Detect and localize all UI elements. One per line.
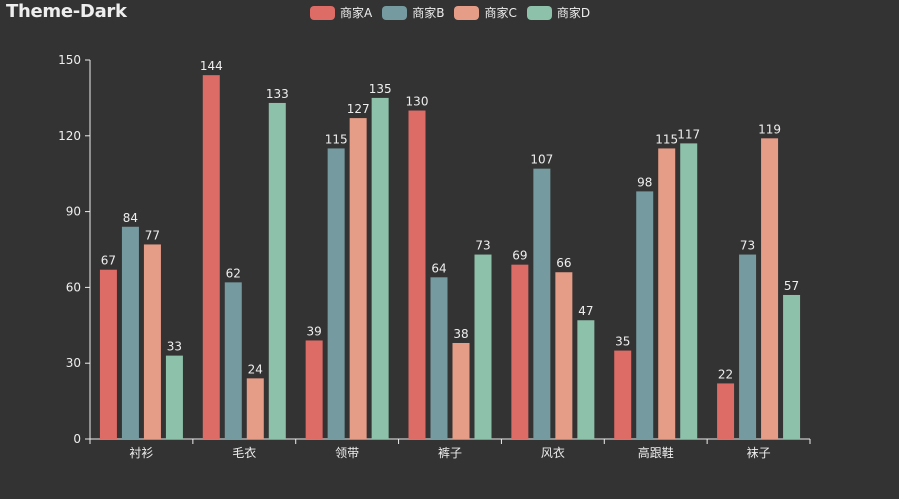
data-label: 67: [101, 254, 116, 268]
x-tick-label: 裤子: [438, 446, 462, 460]
legend-swatch: [526, 5, 552, 20]
bar-商家D-风衣: [577, 320, 595, 439]
y-tick-label: 120: [58, 129, 81, 143]
data-label: 35: [615, 335, 630, 349]
legend-swatch: [454, 5, 480, 20]
bar-商家D-高跟鞋: [680, 143, 698, 439]
y-tick-label: 60: [66, 280, 81, 294]
x-tick-label: 领带: [335, 446, 359, 460]
data-label: 133: [266, 87, 289, 101]
legend-item-3[interactable]: 商家D: [526, 4, 591, 21]
x-tick-label: 高跟鞋: [638, 445, 674, 460]
data-label: 62: [226, 266, 241, 280]
bar-商家D-衬衫: [165, 355, 183, 439]
y-tick-label: 150: [58, 53, 81, 67]
data-label: 117: [677, 127, 700, 141]
data-label: 144: [200, 59, 223, 73]
x-tick-label: 衬衫: [129, 446, 153, 460]
bar-商家A-袜子: [717, 383, 735, 439]
data-label: 119: [758, 122, 781, 136]
legend: 商家A 商家B 商家C 商家D: [310, 4, 590, 21]
legend-item-1[interactable]: 商家B: [382, 4, 444, 21]
bar-商家C-风衣: [555, 272, 573, 439]
chart-title: Theme-Dark: [6, 1, 127, 22]
data-label: 107: [530, 153, 553, 167]
bar-商家B-袜子: [739, 254, 757, 439]
bar-商家A-风衣: [511, 264, 529, 439]
bar-商家D-领带: [371, 97, 389, 440]
data-label: 66: [556, 256, 571, 270]
bar-商家B-裤子: [430, 277, 448, 439]
bar-商家B-衬衫: [121, 226, 139, 439]
data-label: 127: [347, 102, 370, 116]
y-tick-label: 30: [66, 356, 81, 370]
data-label: 130: [406, 95, 429, 109]
bar-商家C-袜子: [761, 138, 779, 439]
data-label: 69: [512, 249, 527, 263]
bar-商家A-裤子: [408, 110, 426, 440]
data-label: 57: [784, 279, 799, 293]
x-tick-label: 风衣: [541, 445, 565, 460]
data-label: 22: [718, 367, 733, 381]
legend-swatch: [382, 5, 408, 20]
legend-label: 商家C: [484, 6, 517, 20]
data-label: 73: [740, 239, 755, 253]
data-label: 39: [307, 324, 322, 338]
data-label: 115: [325, 132, 348, 146]
x-tick-label: 袜子: [747, 446, 771, 460]
bar-商家A-高跟鞋: [614, 350, 632, 439]
data-label: 24: [248, 362, 263, 376]
x-tick-label: 毛衣: [232, 445, 256, 460]
data-label: 73: [475, 239, 490, 253]
legend-item-2[interactable]: 商家C: [454, 4, 517, 21]
y-tick-label: 0: [73, 432, 81, 446]
legend-label: 商家D: [556, 6, 591, 20]
legend-label: 商家A: [340, 6, 373, 20]
bar-商家B-风衣: [533, 168, 551, 439]
bar-商家D-毛衣: [268, 102, 286, 439]
bar-商家C-毛衣: [246, 378, 264, 439]
bar-商家C-裤子: [452, 342, 470, 439]
bar-商家A-毛衣: [202, 75, 220, 439]
legend-item-0[interactable]: 商家A: [310, 4, 372, 21]
data-label: 47: [578, 304, 593, 318]
bar-商家D-袜子: [783, 294, 801, 439]
bar-商家A-衬衫: [99, 269, 117, 439]
data-label: 135: [369, 82, 392, 96]
bar-商家C-衬衫: [143, 244, 161, 439]
y-tick-label: 90: [66, 205, 81, 219]
data-label: 84: [123, 211, 138, 225]
data-label: 115: [655, 132, 678, 146]
data-label: 77: [145, 228, 160, 242]
legend-swatch: [310, 5, 335, 20]
bar-商家C-高跟鞋: [658, 148, 676, 439]
bar-商家B-高跟鞋: [636, 191, 654, 439]
bar-商家D-裤子: [474, 254, 492, 439]
data-label: 64: [431, 261, 446, 275]
data-label: 38: [453, 327, 468, 341]
bar-商家A-领带: [305, 340, 323, 439]
bar-商家C-领带: [349, 118, 367, 439]
bar-商家B-毛衣: [224, 282, 242, 439]
data-label: 98: [637, 175, 652, 189]
data-label: 33: [167, 340, 182, 354]
bar-商家B-领带: [327, 148, 345, 439]
legend-label: 商家B: [412, 6, 445, 20]
